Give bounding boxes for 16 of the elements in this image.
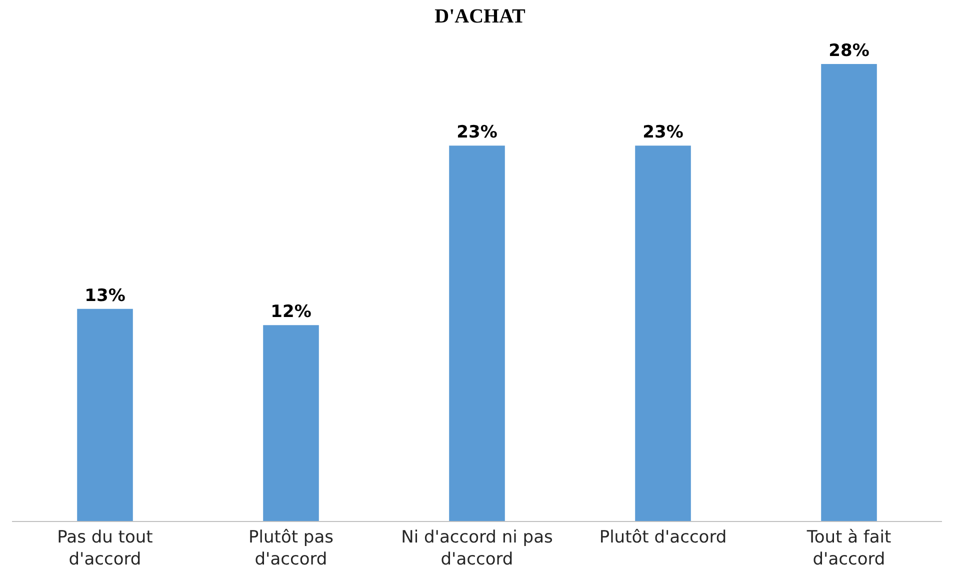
x-tick-label: Tout à fait d'accord xyxy=(806,527,892,570)
bar xyxy=(263,325,319,521)
x-tick-label: Plutôt pas d'accord xyxy=(248,527,334,570)
bar xyxy=(635,146,691,521)
data-label: 13% xyxy=(84,286,126,306)
bar xyxy=(449,146,505,521)
x-tick-label: Pas du tout d'accord xyxy=(57,527,154,570)
data-label: 28% xyxy=(828,41,870,62)
data-label: 12% xyxy=(270,302,312,322)
x-tick-label: Plutôt d'accord xyxy=(599,527,727,548)
x-tick-label: Ni d'accord ni pas d'accord xyxy=(401,527,553,570)
data-label: 23% xyxy=(642,122,684,143)
bar xyxy=(821,64,877,521)
bar xyxy=(77,308,133,521)
data-label: 23% xyxy=(456,122,498,143)
chart-title: D'ACHAT xyxy=(434,6,526,28)
